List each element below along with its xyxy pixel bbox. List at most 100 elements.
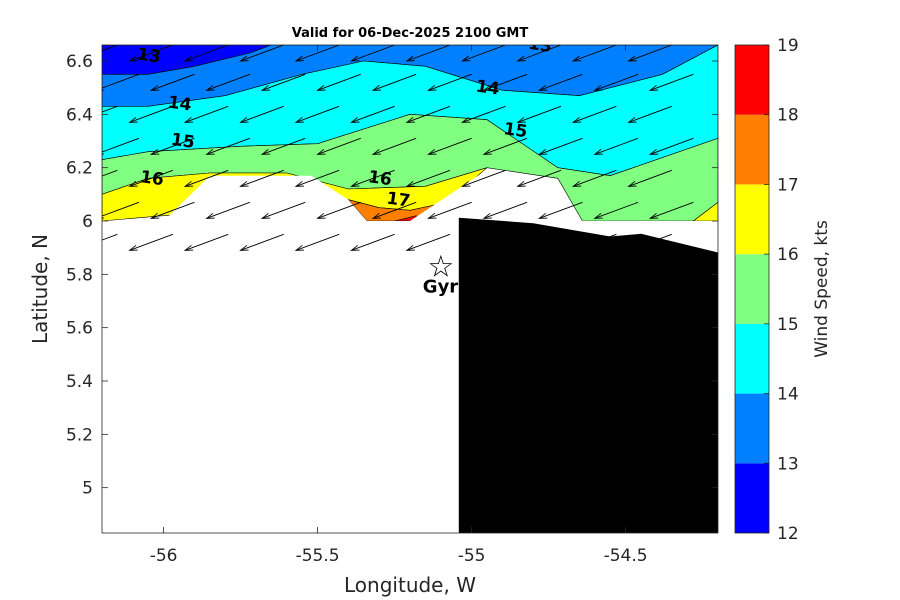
y-tick-label: 6.6 — [66, 52, 93, 72]
wind-arrow — [185, 169, 229, 187]
wind-arrow-head — [371, 148, 382, 155]
wind-arrow-head — [571, 116, 582, 123]
contour-label: 14 — [167, 92, 193, 115]
colorbar: 12 13 14 15 16 17 18 19 — [734, 36, 799, 544]
wind-arrow-head — [260, 212, 271, 219]
wind-arrow-head — [648, 212, 659, 219]
wind-arrow — [240, 45, 284, 62]
wind-arrow-head — [427, 84, 437, 91]
wind-arrow — [517, 105, 562, 123]
wind-arrow — [102, 137, 140, 153]
wind-arrow — [594, 137, 639, 155]
wind-arrow-head — [149, 84, 160, 91]
colorbar-tick-label: 14 — [777, 385, 799, 405]
wind-arrow-head — [260, 148, 271, 155]
y-tick-label: 5.4 — [66, 372, 93, 392]
wind-arrow — [102, 233, 118, 241]
wind-arrow — [317, 201, 361, 219]
y-tick-label: 5 — [82, 479, 93, 499]
contour-label: 16 — [139, 167, 165, 190]
wind-arrow — [517, 45, 562, 62]
land-mask — [458, 217, 718, 533]
wind-arrow — [262, 201, 306, 219]
contour-label: 14 — [475, 76, 501, 99]
wind-arrow — [462, 45, 506, 62]
wind-arrow-head — [648, 148, 659, 155]
colorbar-tick-label: 19 — [777, 36, 799, 56]
colorbar-tick-label: 13 — [777, 454, 799, 474]
wind-arrow-head — [461, 180, 471, 187]
wind-arrow-head — [350, 244, 360, 251]
wind-arrow — [628, 105, 672, 123]
wind-arrow — [129, 45, 173, 62]
wind-arrow — [151, 137, 195, 155]
wind-arrow — [102, 105, 118, 113]
x-tick-label: -55 — [458, 546, 486, 566]
wind-arrow — [185, 233, 229, 251]
wind-arrow — [483, 137, 528, 155]
wind-arrow-head — [316, 84, 326, 91]
wind-arrow-head — [183, 116, 194, 123]
wind-arrow — [594, 73, 639, 91]
colorbar-segment — [735, 393, 769, 464]
wind-arrow — [406, 169, 451, 187]
wind-arrow — [428, 137, 472, 155]
x-tick-label: -55.5 — [296, 546, 340, 566]
station-star-icon: ☆ — [427, 249, 454, 284]
wind-arrow-head — [593, 148, 603, 155]
wind-arrow — [185, 45, 229, 62]
wind-arrow — [573, 233, 617, 251]
wind-arrow-head — [183, 55, 194, 62]
y-tick-label: 5.6 — [66, 319, 93, 339]
y-tick-label: 6.4 — [66, 105, 93, 125]
wind-arrow — [483, 201, 528, 219]
wind-arrow — [372, 137, 417, 155]
wind-arrow-head — [74, 181, 82, 186]
wind-arrow-head — [648, 84, 659, 91]
x-axis-ticks: -56 -55.5 -55 -54.5 — [150, 45, 648, 566]
wind-arrow-head — [538, 84, 548, 91]
wind-arrow-head — [183, 244, 194, 251]
wind-arrow-head — [74, 245, 82, 250]
y-tick-label: 5.8 — [66, 265, 93, 285]
wind-arrow-head — [482, 148, 492, 155]
contour-label: 13 — [136, 44, 162, 67]
contour-label: 15 — [502, 119, 528, 142]
wind-arrow — [573, 45, 617, 62]
wind-vectors — [74, 45, 694, 251]
wind-arrow-head — [371, 212, 382, 219]
wind-arrow — [573, 105, 617, 123]
wind-arrow-head — [239, 55, 249, 62]
wind-arrow — [428, 73, 472, 91]
wind-arrow — [102, 169, 118, 177]
colorbar-segment — [735, 45, 769, 115]
wind-arrow-head — [571, 244, 582, 251]
wind-arrow-head — [571, 180, 582, 187]
wind-arrow — [206, 73, 250, 91]
colorbar-segment — [735, 463, 769, 533]
wind-arrow-head — [350, 55, 360, 62]
wind-arrow-head — [405, 116, 415, 123]
wind-arrow — [539, 201, 583, 219]
wind-arrow-head — [593, 84, 603, 91]
contour-label: 13 — [527, 34, 553, 57]
wind-arrow-head — [149, 212, 160, 219]
wind-arrow — [240, 233, 284, 251]
wind-arrow — [372, 73, 417, 91]
wind-arrow — [295, 169, 340, 187]
wind-arrow — [483, 73, 528, 91]
wind-arrow-head — [316, 212, 326, 219]
wind-arrow-head — [294, 116, 305, 123]
wind-arrow-head — [239, 116, 249, 123]
wind-arrow-head — [294, 244, 305, 251]
colorbar-tick-label: 16 — [777, 245, 799, 265]
contour-label: 17 — [385, 188, 411, 211]
chart-title: Valid for 06-Dec-2025 2100 GMT — [292, 26, 529, 41]
colorbar-frame — [734, 44, 770, 534]
wind-arrow — [206, 137, 250, 155]
wind-arrow — [539, 137, 583, 155]
wind-arrow-head — [627, 180, 637, 187]
y-tick-label: 6.2 — [66, 159, 93, 179]
wind-arrow-head — [516, 116, 526, 123]
